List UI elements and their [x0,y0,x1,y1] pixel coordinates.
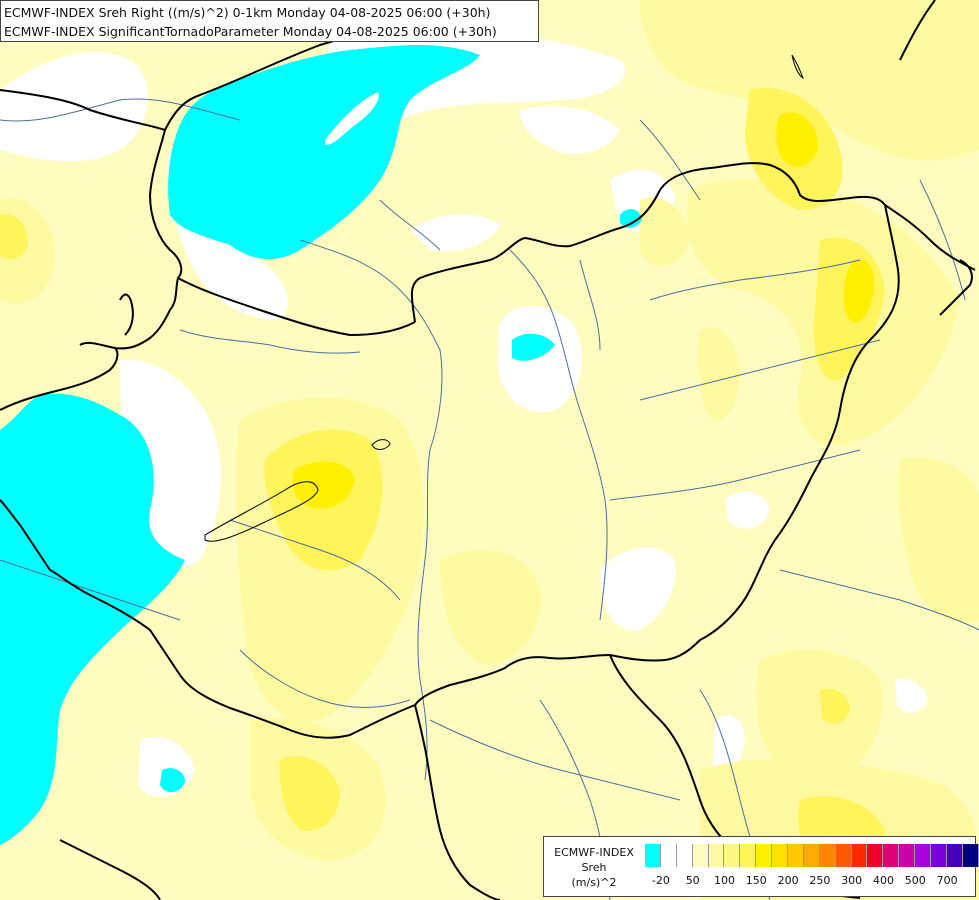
legend-swatch [819,844,836,867]
field-white-spot [325,92,379,145]
legend-source: ECMWF-INDEX [554,846,634,859]
legend-tick-label: 400 [873,874,894,887]
legend-tick-label: 700 [936,874,958,887]
legend-swatch [676,844,693,867]
field-strong-yellow-areas [292,112,875,509]
rivers [0,98,979,900]
legend-swatch [899,844,916,867]
legend-swatch [756,844,773,867]
legend-tick-label: 300 [841,874,863,887]
map-title-line-2: ECMWF-INDEX SignificantTornadoParameter … [4,24,497,39]
legend-swatch [772,844,789,867]
legend-label: ECMWF-INDEX Sreh (m/s)^2 [546,845,642,890]
lake-north [791,54,804,80]
legend-swatch [803,844,820,867]
legend-parameter: Sreh [581,861,607,874]
legend-tick-label: 500 [904,874,926,887]
legend-swatch [788,844,804,867]
legend-tick-label: -20 [651,874,670,887]
legend-swatch [883,844,900,867]
legend-tick-label: 200 [777,874,799,887]
legend-swatch [692,844,709,867]
legend-tick-label: 50 [685,874,700,887]
map-title-box: ECMWF-INDEX Sreh Right ((m/s)^2) 0-1km M… [0,0,539,42]
legend-swatch [946,844,963,867]
legend-tick-label: 250 [809,874,831,887]
map-title-line-1: ECMWF-INDEX Sreh Right ((m/s)^2) 0-1km M… [4,5,491,20]
legend-tick-label: 150 [745,874,767,887]
legend-swatch [915,844,932,867]
legend-swatches [645,844,979,867]
lake-balaton [204,481,319,542]
legend-swatch [724,844,741,867]
field-cyan-areas [0,45,642,845]
legend-swatch [740,844,757,867]
legend-swatch [835,844,852,867]
legend-swatch [851,844,868,867]
legend-swatch [867,844,884,867]
legend-swatch [962,844,979,867]
legend-swatch [931,844,947,867]
legend-swatch [660,844,677,867]
legend-tick-label: 100 [714,874,735,887]
legend-ticks: -20 50 100 150 200 250 300 400 500 700 [645,874,975,890]
legend-swatch [708,844,725,867]
legend-unit: (m/s)^2 [571,876,617,889]
lake-small [371,439,391,450]
lakes [204,54,804,542]
color-legend: ECMWF-INDEX Sreh (m/s)^2 -20 50 100 150 200 2… [543,836,979,897]
legend-swatch [645,844,661,867]
